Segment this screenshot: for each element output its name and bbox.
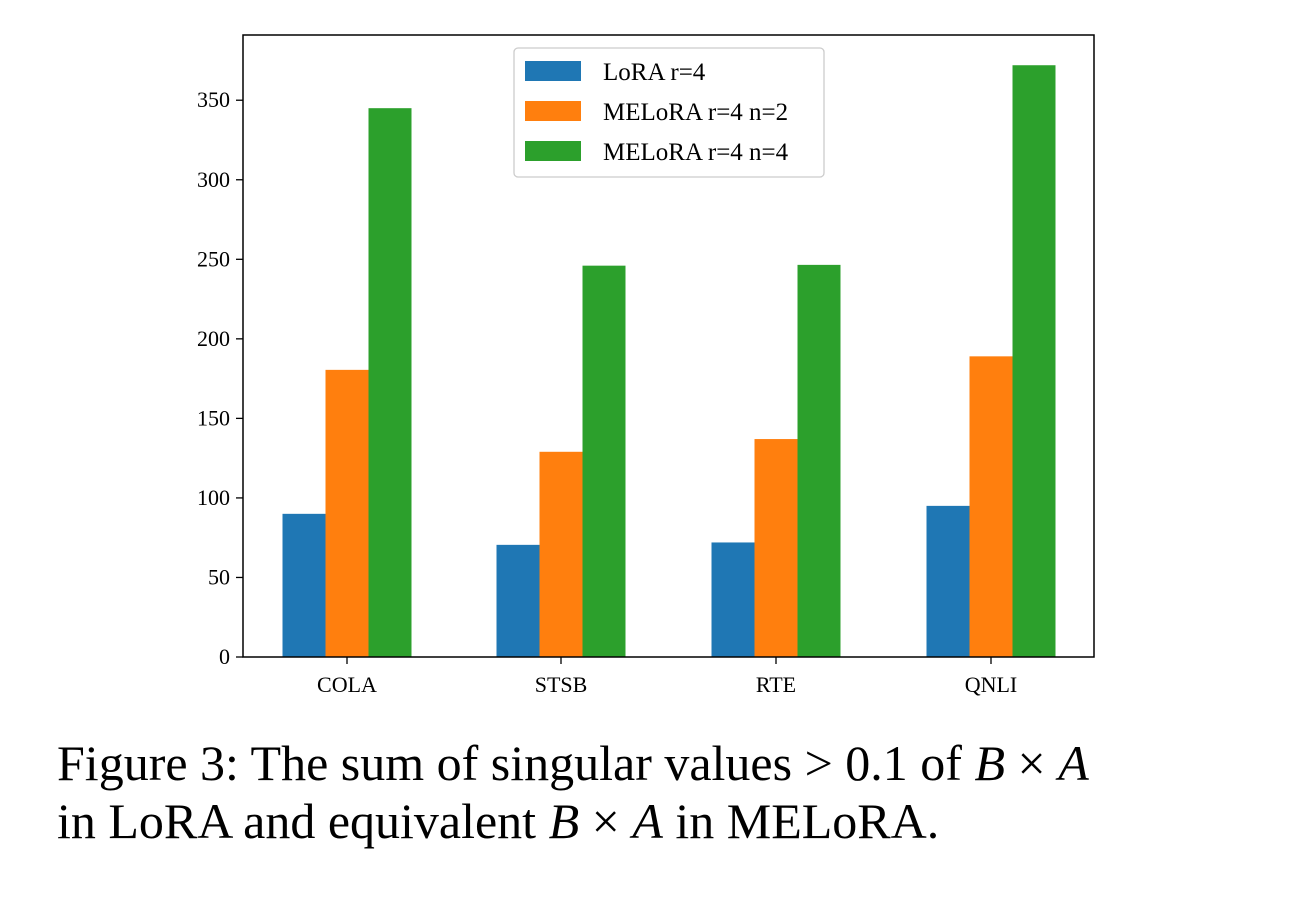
legend: LoRA r=4 MELoRA r=4 n=2 MELoRA r=4 n=4 xyxy=(513,47,825,178)
legend-label: LoRA r=4 xyxy=(603,59,706,86)
y-tick-label: 50 xyxy=(208,564,230,589)
caption-text-1: Figure 3: The sum of singular values > 0… xyxy=(57,735,975,791)
x-tick-label: STSB xyxy=(535,672,588,697)
legend-swatch xyxy=(525,101,581,121)
bar-rte-series-1 xyxy=(711,542,755,657)
legend-swatch xyxy=(525,141,581,161)
bar-rte-series-2 xyxy=(754,439,798,657)
y-tick-label: 250 xyxy=(197,246,230,271)
bar-qnli-series-1 xyxy=(926,505,970,657)
x-tick-label: COLA xyxy=(317,672,377,697)
caption-math-times: × xyxy=(1004,735,1059,791)
y-tick-label: 100 xyxy=(197,485,230,510)
bar-qnli-series-3 xyxy=(1012,65,1056,658)
bar-cola-series-3 xyxy=(368,108,412,658)
y-tick-label: 0 xyxy=(219,644,230,669)
bar-cola-series-1 xyxy=(282,513,326,657)
bar-qnli-series-2 xyxy=(969,356,1013,657)
bars-group xyxy=(282,65,1056,658)
caption-math-b-2: B xyxy=(548,793,580,849)
caption-math-times-2: × xyxy=(579,793,633,849)
bar-rte-series-3 xyxy=(797,264,841,657)
bar-stsb-series-3 xyxy=(582,265,626,657)
bar-stsb-series-2 xyxy=(539,451,583,657)
figure-caption: Figure 3: The sum of singular values > 0… xyxy=(57,734,1277,850)
legend-label: MELoRA r=4 n=2 xyxy=(603,99,788,126)
y-tick-label: 300 xyxy=(197,167,230,192)
caption-text-2: in LoRA and equivalent xyxy=(57,793,549,849)
plot-frame xyxy=(242,34,1095,658)
bar-cola-series-2 xyxy=(325,369,369,657)
legend-box xyxy=(513,47,825,178)
caption-math-a: A xyxy=(1058,735,1089,791)
x-axis: COLA STSB RTE QNLI xyxy=(317,657,1017,697)
x-tick-label: QNLI xyxy=(965,672,1018,697)
x-tick-label: RTE xyxy=(756,672,796,697)
bar-stsb-series-1 xyxy=(496,544,540,657)
bar-chart: 0 50 100 150 200 250 300 350 COLA STSB RTE QNLI Lo… xyxy=(197,34,1095,697)
legend-label: MELoRA r=4 n=4 xyxy=(603,139,789,166)
caption-text-3: in MELoRA. xyxy=(662,793,940,849)
y-tick-label: 350 xyxy=(197,87,230,112)
y-tick-label: 150 xyxy=(197,405,230,430)
legend-swatch xyxy=(525,61,581,81)
caption-math-a-2: A xyxy=(632,793,663,849)
caption-math-b: B xyxy=(974,735,1005,791)
y-axis: 0 50 100 150 200 250 300 350 xyxy=(197,87,243,669)
y-tick-label: 200 xyxy=(197,326,230,351)
